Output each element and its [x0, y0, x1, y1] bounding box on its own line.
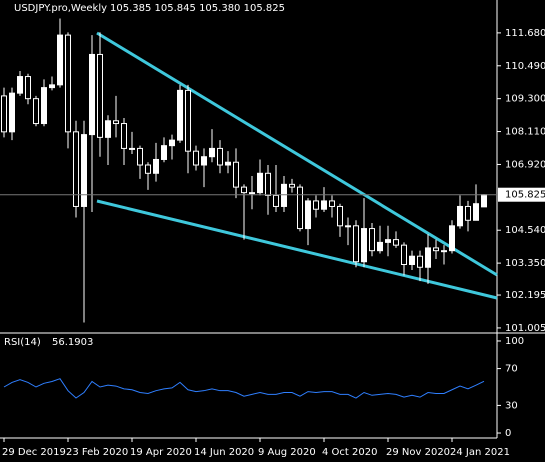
candle-body [281, 183, 287, 207]
candle-body [449, 225, 455, 252]
candle-body [417, 255, 423, 268]
candle-body [441, 250, 447, 253]
candle-body [297, 186, 303, 230]
candle-body [473, 203, 479, 221]
x-tick-label: 9 Aug 2020 [258, 447, 316, 458]
rsi-value: 56.1903 [52, 337, 93, 348]
candle-body [305, 200, 311, 230]
x-tick-label: 29 Dec 2019 [2, 447, 66, 458]
candle-body [329, 200, 335, 207]
candle-body [89, 53, 95, 136]
candle-body [113, 120, 119, 125]
candle-body [145, 164, 151, 174]
candle-body [17, 76, 23, 94]
candle-body [201, 156, 207, 166]
candle-body [161, 145, 167, 160]
candle-body [273, 194, 279, 207]
candle-body [129, 147, 135, 150]
candle-body [177, 89, 183, 141]
rsi-title: RSI(14) [4, 337, 41, 348]
candle-body [377, 241, 383, 252]
candle-body [65, 34, 71, 133]
trend-line-upper [96, 31, 498, 277]
candle-body [73, 131, 79, 207]
candle-body [41, 87, 47, 125]
candle-body [401, 244, 407, 265]
candle-body [153, 158, 159, 174]
candle-body [353, 225, 359, 263]
x-tick-label: 4 Oct 2020 [322, 447, 377, 458]
x-tick-label: 24 Jan 2021 [450, 447, 510, 458]
y-tick-label: 100 [505, 336, 524, 347]
candle-body [9, 92, 15, 133]
candle-body [265, 172, 271, 196]
last-price-label: 105.825 [505, 190, 545, 201]
candle-body [81, 134, 87, 207]
y-tick-label: 108.110 [505, 127, 545, 138]
candle-body [465, 205, 471, 221]
candle-body [121, 123, 127, 149]
symbol-title: USDJPY.pro,Weekly [14, 3, 107, 14]
candle-body [313, 200, 319, 210]
x-tick-label: 14 Jun 2020 [194, 447, 254, 458]
candle-body [1, 95, 7, 133]
y-tick-label: 106.920 [505, 159, 545, 170]
candle-body [209, 147, 215, 158]
trend-line-lower [96, 199, 498, 300]
candle-body [25, 76, 31, 100]
y-tick-label: 102.195 [505, 290, 545, 301]
candle-body [321, 200, 327, 210]
candle-body [249, 192, 255, 195]
candle-body [217, 147, 223, 166]
y-tick-label: 70 [505, 364, 518, 375]
candle-body [337, 205, 343, 227]
candle-body [425, 247, 431, 268]
y-tick-label: 109.300 [505, 94, 545, 105]
candle-body [481, 194, 487, 208]
candle-body [393, 239, 399, 246]
candle-body [185, 89, 191, 152]
candle-body [97, 53, 103, 138]
candle-body [33, 98, 39, 125]
y-tick-label: 110.490 [505, 61, 545, 72]
candle-body [385, 239, 391, 243]
rsi-line [3, 378, 485, 399]
candle-body [433, 247, 439, 252]
x-tick-label: 29 Nov 2020 [386, 447, 450, 458]
candle-body [225, 161, 231, 166]
last-price-box [498, 187, 545, 202]
candle-body [233, 161, 239, 188]
candle-body [137, 147, 143, 166]
candle-body [105, 120, 111, 138]
candle-body [369, 228, 375, 252]
y-tick-label: 0 [505, 428, 511, 439]
candle-body [169, 139, 175, 147]
candle-body [57, 34, 63, 86]
candle-body [257, 172, 263, 194]
y-tick-label: 101.005 [505, 323, 545, 334]
y-tick-label: 30 [505, 400, 518, 411]
candle-body [49, 84, 55, 89]
x-tick-label: 19 Apr 2020 [130, 447, 192, 458]
candle-body [457, 205, 463, 227]
candle-body [345, 225, 351, 228]
candle-body [361, 228, 367, 263]
candle-body [193, 150, 199, 166]
x-tick-label: 23 Feb 2020 [66, 447, 128, 458]
candle-body [241, 186, 247, 194]
y-tick-label: 103.350 [505, 258, 545, 269]
y-tick-label: 104.540 [505, 225, 545, 236]
candle-body [289, 183, 295, 188]
ohlc-label: 105.385 105.845 105.380 105.825 [110, 3, 285, 14]
y-tick-label: 111.680 [505, 28, 545, 39]
candle-body [409, 255, 415, 265]
